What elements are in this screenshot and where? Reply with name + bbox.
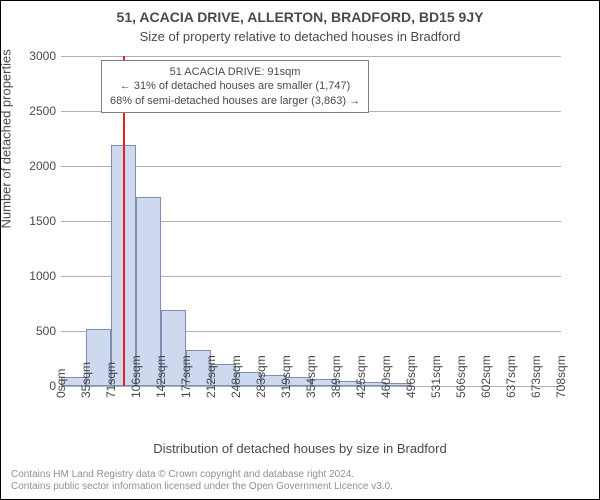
y-tick-label: 3000 bbox=[16, 49, 56, 63]
y-tick-label: 0 bbox=[16, 379, 56, 393]
x-axis-label: Distribution of detached houses by size … bbox=[1, 441, 599, 456]
footer-line1: Contains HM Land Registry data © Crown c… bbox=[11, 469, 393, 481]
y-tick-label: 2000 bbox=[16, 159, 56, 173]
y-tick-label: 500 bbox=[16, 324, 56, 338]
annotation-line3: 68% of semi-detached houses are larger (… bbox=[110, 94, 360, 108]
annotation-box: 51 ACACIA DRIVE: 91sqm ← 31% of detached… bbox=[101, 60, 369, 113]
annotation-line2: ← 31% of detached houses are smaller (1,… bbox=[110, 79, 360, 93]
y-tick-label: 1500 bbox=[16, 214, 56, 228]
footer-text: Contains HM Land Registry data © Crown c… bbox=[11, 469, 393, 493]
chart-title: 51, ACACIA DRIVE, ALLERTON, BRADFORD, BD… bbox=[1, 9, 599, 25]
gridline bbox=[61, 166, 561, 167]
plot-area: 0500100015002000250030000sqm35sqm71sqm10… bbox=[61, 56, 561, 386]
chart-frame: 51, ACACIA DRIVE, ALLERTON, BRADFORD, BD… bbox=[0, 0, 600, 500]
y-axis-label: Number of detached properties bbox=[0, 49, 14, 228]
gridline bbox=[61, 56, 561, 57]
annotation-line1: 51 ACACIA DRIVE: 91sqm bbox=[110, 65, 360, 79]
chart-subtitle: Size of property relative to detached ho… bbox=[1, 29, 599, 44]
y-tick-label: 1000 bbox=[16, 269, 56, 283]
footer-line2: Contains public sector information licen… bbox=[11, 481, 393, 493]
y-tick-label: 2500 bbox=[16, 104, 56, 118]
